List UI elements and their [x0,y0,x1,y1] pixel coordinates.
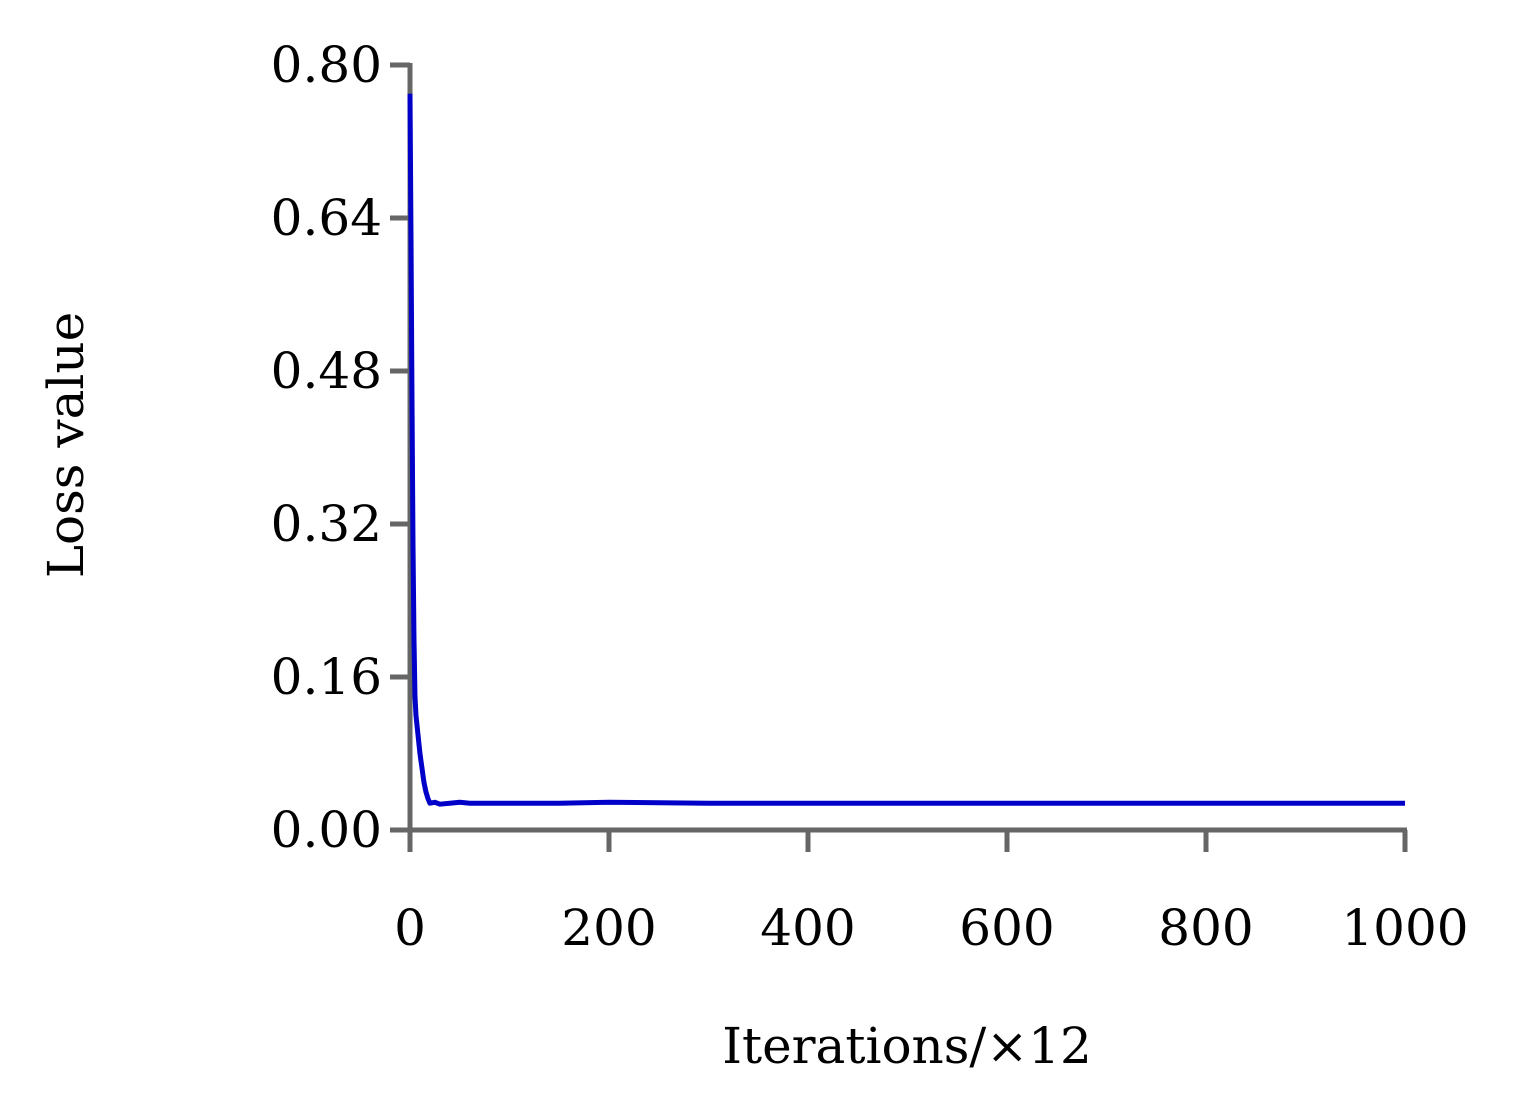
loss-line [407,93,1405,807]
y-axis-label: Loss value [37,312,95,578]
x-axis-label: Iterations/×12 [722,1017,1092,1075]
y-tick-label: 0.48 [271,342,382,400]
y-tick-label: 0.16 [271,648,382,706]
x-tick-label: 0 [394,899,426,957]
x-tick-label: 400 [760,899,855,957]
x-tick-label: 600 [959,899,1054,957]
y-tick-label: 0.32 [271,495,382,553]
x-tick-label: 800 [1158,899,1253,957]
x-tick-label: 1000 [1341,899,1468,957]
y-tick-label: 0.80 [271,36,382,94]
y-tick-label: 0.00 [271,801,382,859]
y-tick-label: 0.64 [271,189,382,247]
x-tick-label: 200 [561,899,656,957]
